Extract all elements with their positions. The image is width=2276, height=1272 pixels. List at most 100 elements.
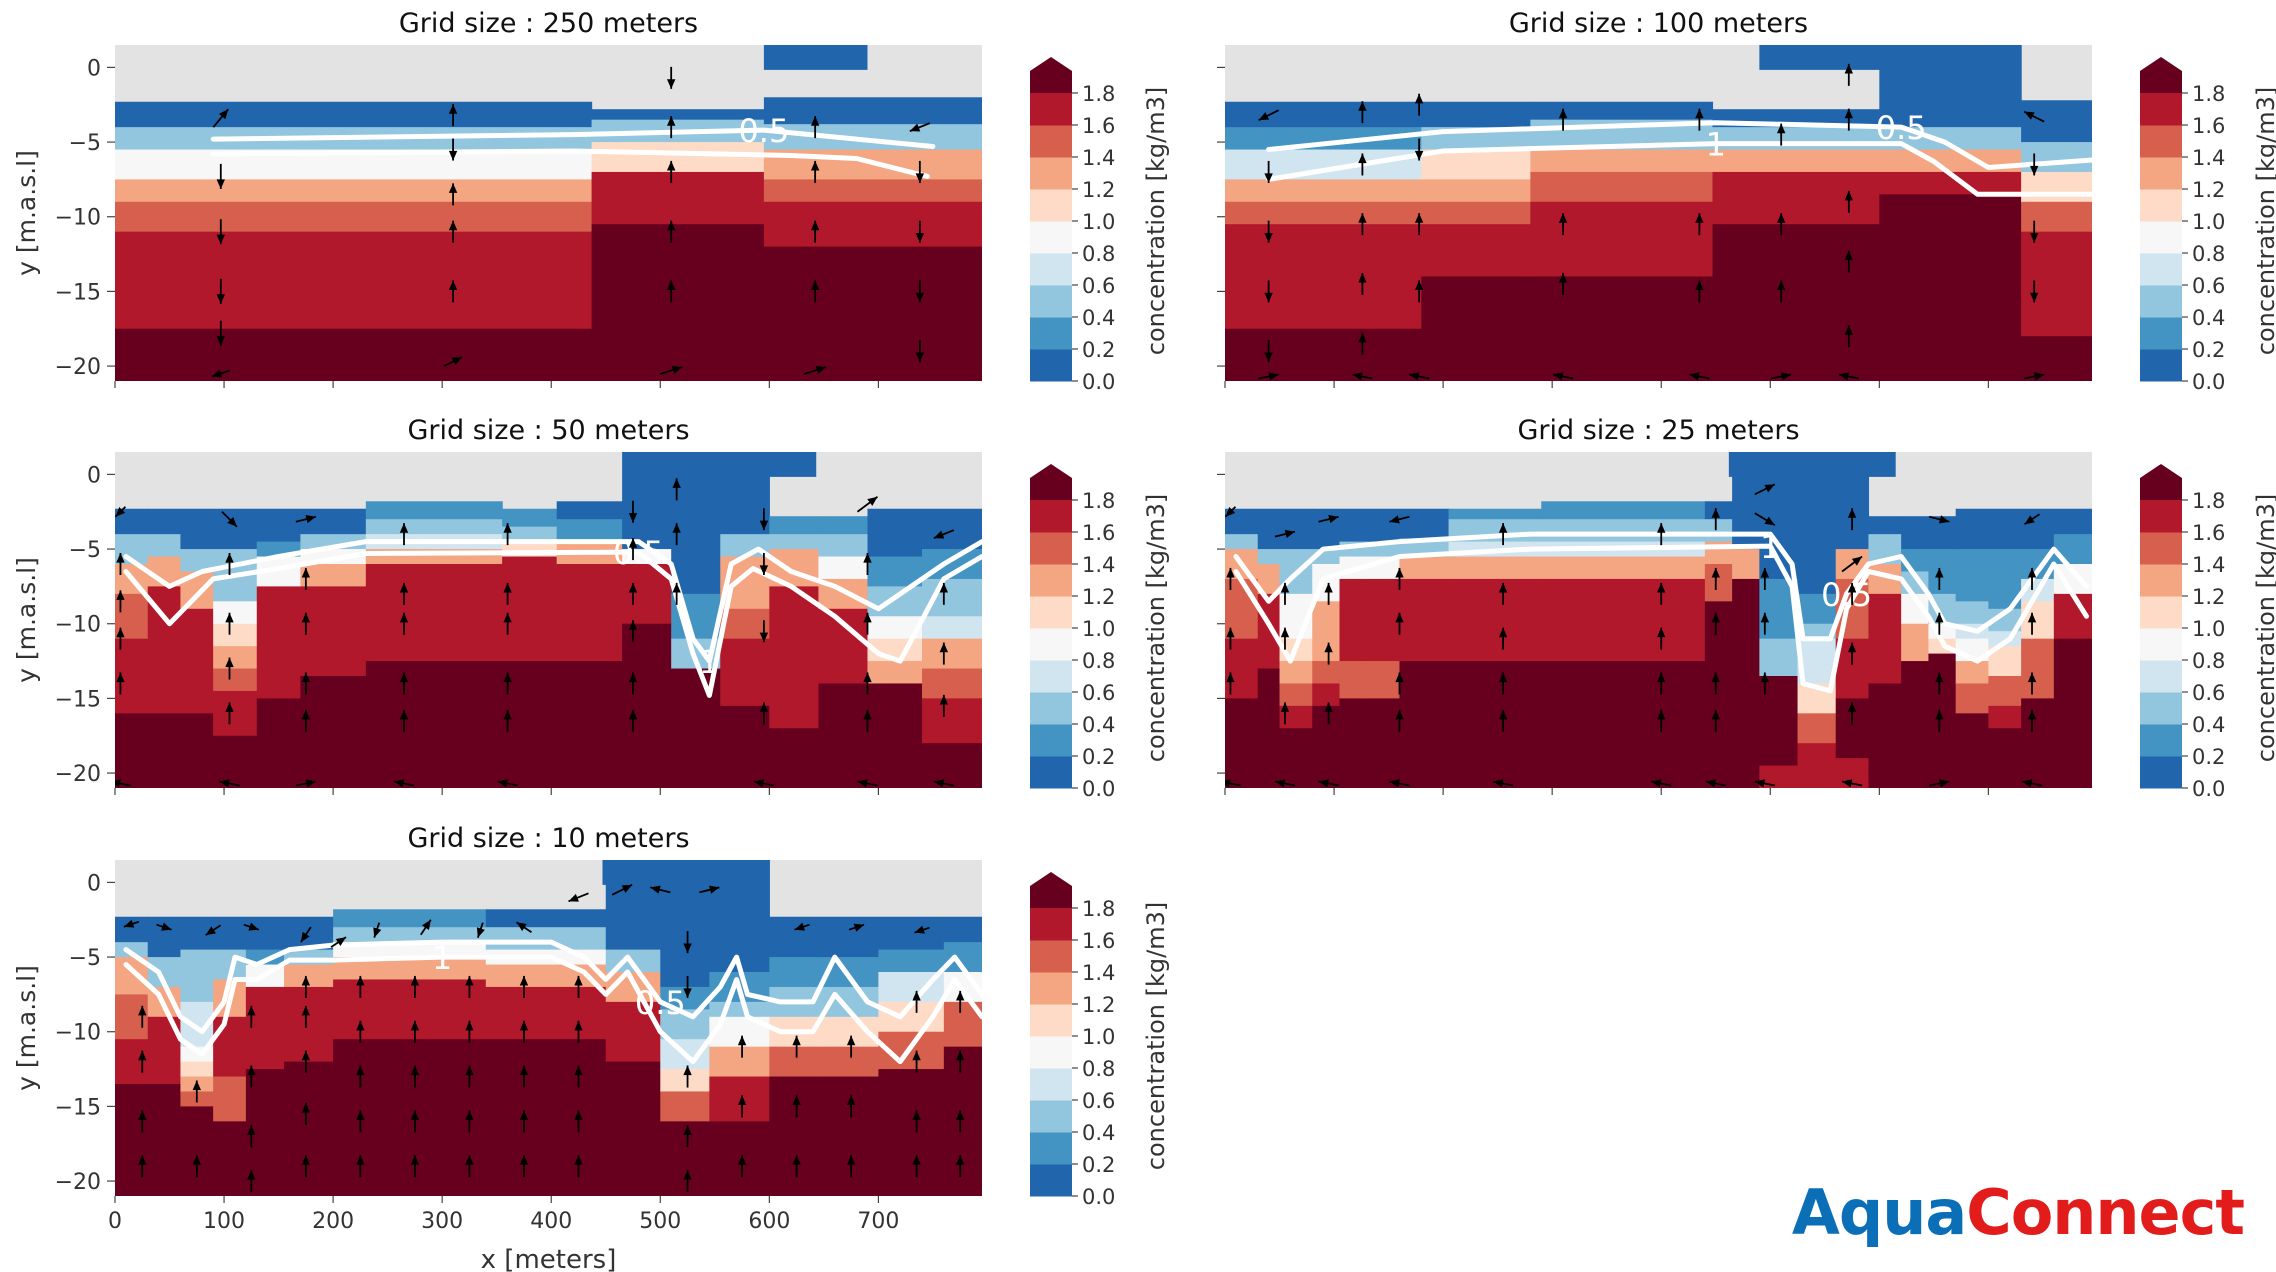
contour-label: 0.5 bbox=[738, 112, 789, 150]
colorbar-tick-label: 1.2 bbox=[2192, 178, 2225, 202]
concentration-cell bbox=[1712, 224, 1880, 381]
x-tick-label: 300 bbox=[421, 1209, 463, 1234]
concentration-cell bbox=[1928, 549, 1957, 595]
velocity-arrow bbox=[939, 694, 949, 717]
colorbar-segment bbox=[1030, 596, 1072, 629]
velocity-arrow bbox=[205, 924, 222, 936]
concentration-cell bbox=[1704, 519, 1733, 543]
colorbar-tick-label: 1.2 bbox=[2192, 585, 2225, 609]
colorbar-tick-label: 0.0 bbox=[2192, 370, 2225, 394]
concentration-cell bbox=[284, 986, 334, 1063]
velocity-arrow bbox=[1705, 779, 1726, 788]
velocity-arrow bbox=[810, 160, 820, 183]
colorbar-label: concentration [kg/m3] bbox=[1142, 494, 1170, 762]
y-axis-label: y [m.a.s.l] bbox=[12, 965, 41, 1091]
y-tick-label: −15 bbox=[55, 687, 101, 712]
concentration-cell bbox=[763, 124, 982, 151]
concentration-cell bbox=[1279, 728, 1313, 788]
colorbar-tick-label: 0.4 bbox=[2192, 306, 2225, 330]
concentration-cell bbox=[180, 1106, 214, 1196]
concentration-cell bbox=[1339, 508, 1368, 543]
concentration-cell bbox=[1421, 276, 1531, 381]
concentration-cell bbox=[763, 179, 982, 203]
velocity-arrow bbox=[2030, 153, 2039, 176]
velocity-arrow bbox=[2027, 672, 2037, 695]
colorbar-tick-label: 1.2 bbox=[1082, 585, 1115, 609]
concentration-cell bbox=[245, 916, 285, 951]
colorbar-tick-label: 1.0 bbox=[2192, 210, 2225, 234]
velocity-arrow bbox=[410, 1110, 420, 1133]
velocity-arrow bbox=[420, 919, 432, 936]
colorbar-tick-label: 0.0 bbox=[1082, 777, 1115, 801]
concentration-cell bbox=[300, 564, 367, 587]
velocity-arrow bbox=[1280, 582, 1290, 605]
x-tick-label: 500 bbox=[639, 1209, 681, 1234]
velocity-arrow bbox=[759, 508, 769, 531]
concentration-cell bbox=[1257, 593, 1281, 670]
velocity-arrow bbox=[247, 1065, 256, 1088]
colorbar-tick-label: 1.2 bbox=[1082, 178, 1115, 202]
colorbar-extend-max bbox=[1030, 872, 1072, 908]
velocity-arrow bbox=[759, 620, 769, 643]
velocity-arrow bbox=[1258, 372, 1279, 381]
concentration-cell bbox=[1225, 179, 1422, 203]
concentration-cell bbox=[943, 916, 982, 943]
velocity-arrow bbox=[1414, 93, 1424, 116]
velocity-arrow bbox=[1695, 213, 1704, 236]
concentration-cell bbox=[818, 516, 869, 535]
velocity-arrow bbox=[2030, 280, 2039, 303]
contour-label: 0.5 bbox=[1876, 109, 1927, 147]
velocity-arrow bbox=[955, 1050, 965, 1073]
velocity-arrow bbox=[356, 1020, 365, 1043]
velocity-arrow bbox=[912, 1050, 921, 1073]
velocity-arrow bbox=[759, 702, 769, 725]
velocity-arrow bbox=[1935, 612, 1944, 635]
concentration-cell bbox=[115, 942, 149, 958]
concentration-cell bbox=[769, 916, 825, 958]
velocity-arrow bbox=[1935, 709, 1944, 732]
colorbar-label: concentration [kg/m3] bbox=[2252, 87, 2276, 355]
concentration-cell bbox=[1225, 201, 1422, 225]
velocity-arrow bbox=[410, 975, 420, 998]
velocity-arrow bbox=[810, 220, 820, 243]
colorbar-segment bbox=[1030, 1068, 1072, 1101]
x-tick-label: 400 bbox=[530, 1209, 572, 1234]
velocity-arrow bbox=[1771, 372, 1792, 381]
velocity-arrow bbox=[2030, 220, 2039, 243]
velocity-arrow bbox=[1711, 672, 1720, 695]
velocity-arrow bbox=[221, 511, 238, 528]
concentration-cell bbox=[502, 508, 558, 528]
velocity-arrow bbox=[848, 923, 865, 932]
concentration-cell bbox=[1225, 149, 1422, 180]
velocity-arrow bbox=[737, 1035, 747, 1058]
colorbar-segment bbox=[2140, 756, 2182, 789]
colorbar-segment bbox=[1030, 285, 1072, 318]
concentration-cell bbox=[115, 994, 149, 1040]
velocity-arrow bbox=[1847, 642, 1857, 665]
x-tick-label: 700 bbox=[857, 1209, 899, 1234]
concentration-cell bbox=[284, 1061, 334, 1196]
velocity-arrow bbox=[666, 160, 676, 183]
velocity-arrow bbox=[448, 220, 458, 243]
colorbar-tick-label: 0.6 bbox=[2192, 274, 2225, 298]
velocity-arrow bbox=[1841, 779, 1863, 788]
velocity-arrow bbox=[912, 1155, 921, 1178]
colorbar-segment bbox=[2140, 317, 2182, 350]
x-tick-label: 100 bbox=[203, 1209, 245, 1234]
velocity-arrow bbox=[666, 280, 676, 303]
velocity-arrow bbox=[574, 1155, 583, 1178]
velocity-arrow bbox=[1226, 567, 1235, 590]
concentration-cell bbox=[556, 564, 623, 662]
concentration-cell bbox=[213, 623, 258, 647]
concentration-cell bbox=[2021, 638, 2055, 699]
concentration-cell bbox=[1704, 501, 1733, 520]
contour-line-1 bbox=[1233, 543, 2089, 694]
velocity-arrow bbox=[301, 1050, 311, 1073]
panel-title: Grid size : 50 meters bbox=[407, 415, 689, 446]
concentration-cell bbox=[1955, 508, 1989, 550]
concentration-cell bbox=[1530, 201, 1714, 278]
concentration-cell bbox=[867, 683, 923, 788]
velocity-arrow bbox=[1395, 672, 1404, 695]
colorbar-segment bbox=[1030, 972, 1072, 1005]
